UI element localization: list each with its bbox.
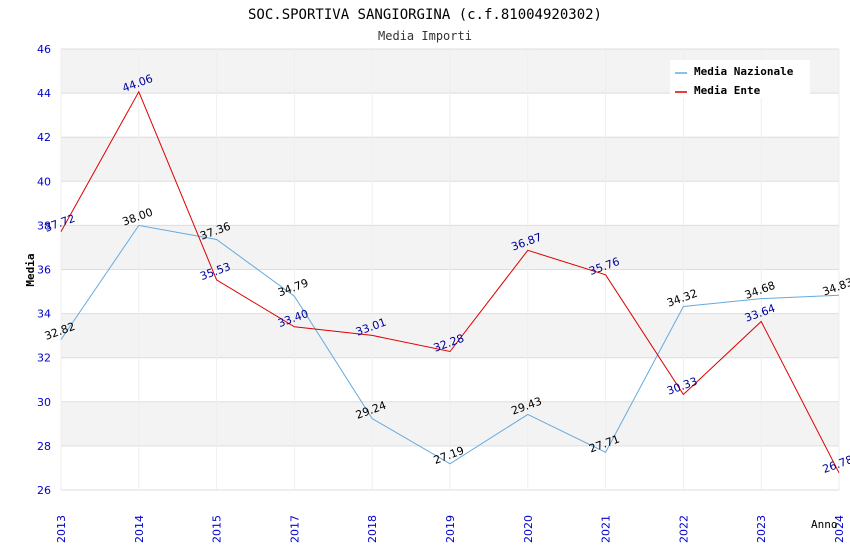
y-tick-label: 46 xyxy=(37,43,51,56)
x-axis-ticks: 2013 2014 2015 2017 2018 2019 2020 2021 2022 2023… xyxy=(55,515,846,543)
gridlines xyxy=(60,48,840,491)
x-tick-label: 2024 xyxy=(833,515,846,543)
y-tick-label: 26 xyxy=(37,484,51,497)
x-tick-label: 2022 xyxy=(677,515,690,543)
x-tick-label: 2017 xyxy=(288,515,301,543)
y-tick-label: 32 xyxy=(37,352,51,365)
x-tick-label: 2018 xyxy=(366,515,379,543)
y-tick-label: 44 xyxy=(37,87,51,100)
y-tick-label: 42 xyxy=(37,131,51,144)
x-tick-label: 2015 xyxy=(211,515,224,543)
legend-label-media-ente: Media Ente xyxy=(694,84,761,97)
y-tick-label: 40 xyxy=(37,175,51,188)
x-tick-label: 2013 xyxy=(55,515,68,543)
legend: Media Nazionale Media Ente xyxy=(670,60,810,98)
series-layer xyxy=(60,90,840,474)
y-tick-label: 38 xyxy=(37,219,51,232)
series-line-media-ente xyxy=(60,90,840,474)
y-tick-label: 36 xyxy=(37,264,51,277)
series-line-media-nazionale xyxy=(60,224,840,465)
y-tick-label: 34 xyxy=(37,308,51,321)
chart-title: SOC.SPORTIVA SANGIORGINA (c.f.8100492030… xyxy=(248,7,602,23)
x-tick-label: 2019 xyxy=(444,515,457,543)
y-tick-label: 28 xyxy=(37,440,51,453)
x-tick-label: 2020 xyxy=(522,515,535,543)
y-axis-ticks: 26 28 30 32 34 36 38 40 42 44 46 xyxy=(37,43,51,497)
legend-label-media-nazionale: Media Nazionale xyxy=(694,65,794,78)
x-tick-label: 2023 xyxy=(755,515,768,543)
x-axis-title: Anno xyxy=(811,518,838,531)
x-tick-label: 2014 xyxy=(133,515,146,543)
legend-box xyxy=(670,60,810,98)
chart-subtitle: Media Importi xyxy=(378,29,472,43)
y-axis-title: Media xyxy=(24,253,37,286)
x-tick-label: 2021 xyxy=(600,515,613,543)
y-tick-label: 30 xyxy=(37,396,51,409)
